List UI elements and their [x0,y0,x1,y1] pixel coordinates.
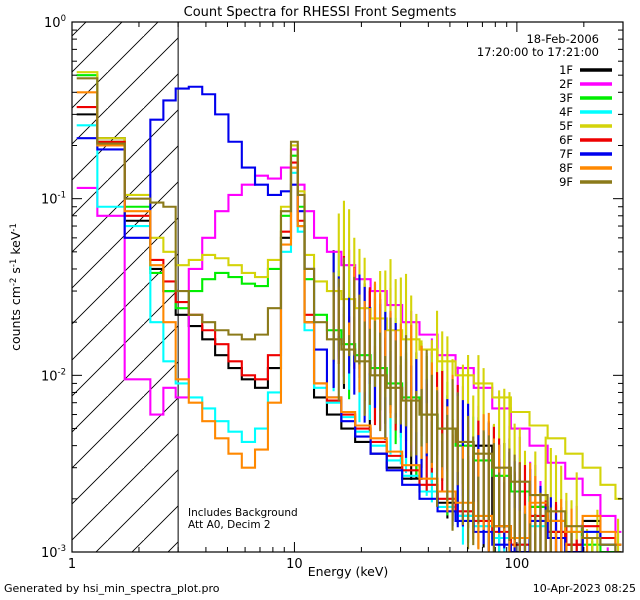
legend-label-1f: 1F [559,63,573,77]
observation-time-range: 17:20:00 to 17:21:00 [477,45,599,59]
background-note: Includes Background [188,507,298,519]
legend-label-8f: 8F [559,161,573,175]
x-tick-label: 1 [68,557,76,572]
legend-label-3f: 3F [559,91,573,105]
legend-label-7f: 7F [559,147,573,161]
legend-label-9f: 9F [559,175,573,189]
legend-label-4f: 4F [559,105,573,119]
spectra-curves [76,71,622,552]
attenuator-note: Att A0, Decim 2 [188,519,271,531]
x-tick-label: 10 [286,557,303,572]
svg-text:counts cm-2 s-1 keV-1: counts cm-2 s-1 keV-1 [8,223,23,351]
x-axis-tick-labels: 1 10 100 [68,557,529,572]
legend-label-2f: 2F [559,77,573,91]
footer-timestamp: 10-Apr-2023 08:25 [533,582,636,595]
spectrum-curve-2f [76,148,622,533]
spectrum-curve-8f [76,91,622,546]
spectrum-curve-9f [76,77,622,552]
legend-label-5f: 5F [559,119,573,133]
spectrum-noise-9f [332,257,573,552]
y-axis-label: counts cm-2 s-1 keV-1 [8,223,23,351]
page-title: Count Spectra for RHESSI Front Segments [184,5,457,20]
observation-date: 18-Feb-2006 [526,32,599,46]
y-tick-label: 100 [44,14,66,31]
footer-generator: Generated by hsi_min_spectra_plot.pro [4,582,220,595]
plot-axes [71,21,624,553]
legend-label-6f: 6F [559,133,573,147]
x-tick-label: 100 [504,557,529,572]
x-axis-label: Energy (keV) [308,564,389,579]
axis-frame [71,21,624,553]
